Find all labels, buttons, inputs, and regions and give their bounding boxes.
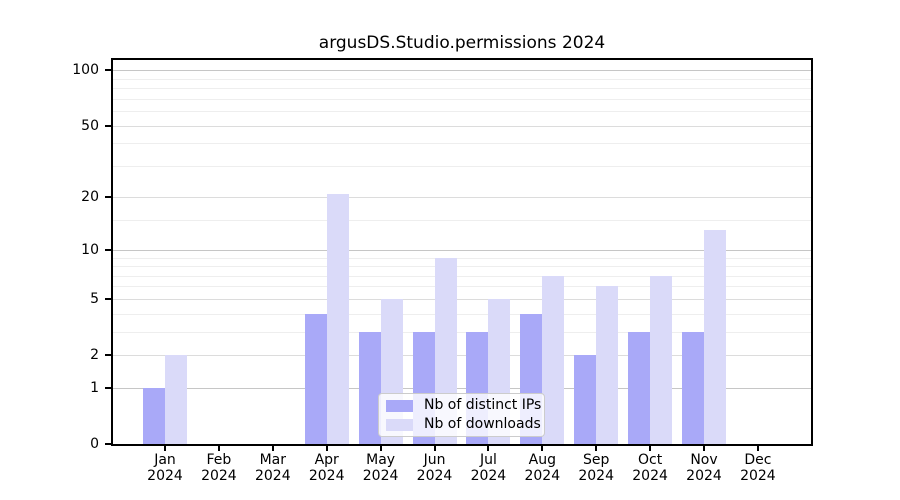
y-ticklabel-5: 5 — [90, 290, 99, 307]
minor-gridline-3 — [113, 331, 811, 333]
x-ticklabel-apr: Apr 2024 — [308, 452, 345, 484]
y-ticklabel-1: 1 — [90, 379, 99, 396]
y-ticklabel-50: 50 — [81, 117, 99, 134]
major-gridline-1 — [113, 387, 811, 389]
minor-gridline-40 — [113, 143, 811, 145]
y-ticklabel-2: 2 — [90, 347, 99, 363]
x-ticklabel-oct: Oct 2024 — [632, 452, 668, 484]
minor-gridline-7 — [113, 275, 811, 277]
bar-nov-distinct-ips — [682, 331, 704, 444]
minor-gridline-4 — [113, 313, 811, 315]
x-ticklabel-feb: Feb 2024 — [201, 452, 237, 484]
x-tickmark-aug — [541, 446, 544, 451]
y-tickmark-50 — [105, 124, 111, 127]
bar-apr-distinct-ips — [304, 313, 327, 444]
bar-jan-distinct-ips — [143, 387, 165, 444]
minor-gridline-60 — [113, 111, 811, 113]
minor-gridline-6 — [113, 286, 811, 288]
y-ticklabel-0: 0 — [90, 436, 99, 452]
x-tickmark-apr — [325, 446, 328, 451]
x-tickmark-feb — [217, 446, 220, 451]
legend: Nb of distinct IPs Nb of downloads — [378, 393, 545, 437]
x-ticklabel-mar: Mar 2024 — [254, 452, 291, 484]
x-ticklabel-jul: Jul 2024 — [470, 452, 507, 484]
x-ticklabel-jun: Jun 2024 — [416, 452, 453, 484]
x-ticklabel-aug: Aug 2024 — [524, 452, 561, 484]
x-ticklabel-dec: Dec 2024 — [740, 452, 776, 484]
legend-label: Nb of distinct IPs — [424, 397, 542, 413]
x-tickmark-dec — [756, 446, 759, 451]
x-tickmark-jun — [433, 446, 436, 451]
bar-sep-downloads — [596, 286, 619, 444]
x-ticklabel-sep: Sep 2024 — [578, 452, 614, 484]
sub-gridline-5 — [113, 298, 811, 300]
y-ticklabel-10: 10 — [81, 241, 99, 258]
sub-gridline-50 — [113, 125, 811, 127]
plot-area — [111, 58, 813, 446]
x-ticklabel-may: May 2024 — [362, 452, 399, 484]
x-tickmark-mar — [271, 446, 274, 451]
bar-oct-distinct-ips — [628, 331, 651, 444]
legend-item-downloads: Nb of downloads — [386, 417, 544, 432]
x-ticklabel-jan: Jan 2024 — [147, 452, 183, 484]
bar-jan-downloads — [165, 355, 187, 444]
y-tickmark-5 — [105, 297, 111, 300]
x-tickmark-nov — [703, 446, 705, 451]
sub-gridline-2 — [113, 355, 811, 356]
x-tickmark-oct — [649, 446, 652, 451]
minor-gridline-8 — [113, 266, 811, 268]
minor-gridline-70 — [113, 98, 811, 100]
y-ticklabel-20: 20 — [81, 189, 99, 206]
minor-gridline-15 — [113, 219, 811, 221]
major-gridline-100 — [113, 70, 811, 72]
bar-nov-downloads — [704, 230, 726, 444]
x-tickmark-jul — [487, 446, 490, 451]
bar-sep-distinct-ips — [574, 355, 597, 444]
legend-item-distinct-ips: Nb of distinct IPs — [386, 398, 544, 413]
chart-title: argusDS.Studio.permissions 2024 — [318, 33, 606, 53]
y-tickmark-100 — [105, 69, 111, 72]
y-tickmark-1 — [105, 386, 111, 389]
x-ticklabel-nov: Nov 2024 — [686, 452, 722, 484]
legend-swatch-distinct-ips — [386, 399, 413, 412]
minor-gridline-90 — [113, 78, 811, 80]
y-tickmark-2 — [105, 354, 111, 356]
x-tickmark-jan — [164, 446, 166, 451]
legend-label: Nb of downloads — [424, 416, 541, 432]
bar-oct-downloads — [650, 275, 673, 444]
minor-gridline-30 — [113, 165, 811, 167]
x-tickmark-sep — [595, 446, 598, 451]
y-tickmark-10 — [105, 248, 111, 251]
x-tickmark-may — [379, 446, 382, 451]
sub-gridline-20 — [113, 197, 811, 199]
major-gridline-10 — [113, 249, 811, 251]
bar-aug-downloads — [542, 275, 565, 444]
minor-gridline-9 — [113, 257, 811, 259]
legend-swatch-downloads — [386, 418, 413, 431]
bar-may-distinct-ips — [358, 331, 381, 444]
y-ticklabel-100: 100 — [72, 62, 99, 79]
y-tickmark-20 — [105, 196, 111, 199]
y-tickmark-0 — [105, 443, 111, 445]
bar-apr-downloads — [326, 193, 349, 444]
minor-gridline-80 — [113, 88, 811, 90]
